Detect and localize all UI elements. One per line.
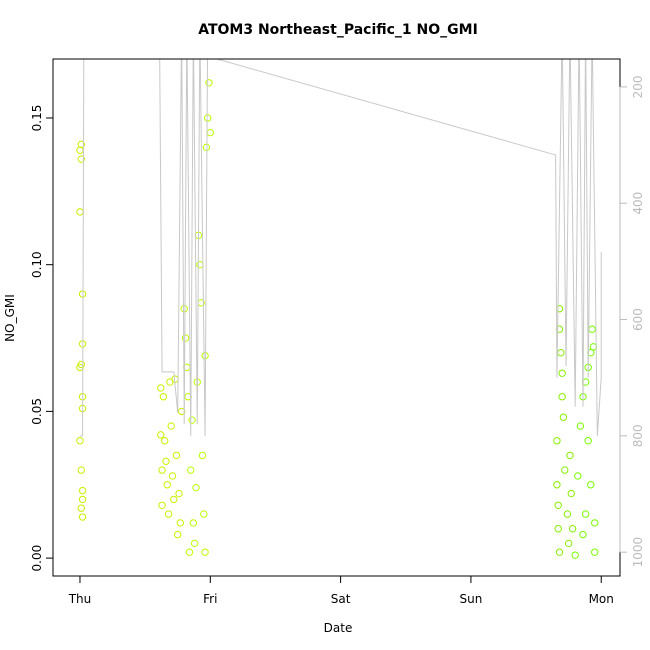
data-point <box>192 483 200 492</box>
data-point <box>571 551 579 559</box>
data-point <box>187 466 195 474</box>
data-point <box>553 437 561 445</box>
data-point <box>564 539 573 548</box>
plot-area <box>76 59 602 559</box>
data-point <box>574 472 582 480</box>
data-point <box>591 548 599 556</box>
data-point <box>157 431 165 439</box>
data-point <box>157 384 165 392</box>
y2-tick-label: 1000 <box>631 537 645 568</box>
data-point <box>188 416 196 424</box>
data-point <box>202 143 211 152</box>
data-point <box>174 530 182 539</box>
x-tick-label: Sun <box>460 592 483 606</box>
data-point <box>168 472 177 480</box>
y2-tick-label: 600 <box>631 308 645 331</box>
data-point <box>200 510 208 518</box>
y-tick-label: 0.05 <box>30 398 44 425</box>
x-axis-label: Date <box>324 621 353 635</box>
data-point <box>584 437 592 445</box>
x-tick-label: Thu <box>68 592 92 606</box>
data-point <box>558 369 566 377</box>
data-point <box>180 304 188 313</box>
data-point <box>561 466 569 474</box>
data-point <box>175 489 183 498</box>
data-point <box>554 501 562 509</box>
data-point <box>568 525 577 533</box>
data-point <box>185 548 194 556</box>
data-point <box>567 489 575 498</box>
y2-tick-label: 400 <box>631 192 645 215</box>
data-point <box>170 495 178 504</box>
data-point <box>558 393 566 401</box>
data-point <box>160 437 169 445</box>
y-axis-label: NO_GMI <box>3 294 17 342</box>
y-tick-label: 0.00 <box>30 545 44 572</box>
data-point <box>78 495 87 504</box>
data-point <box>559 413 568 421</box>
data-point <box>553 481 561 489</box>
data-point <box>177 407 186 416</box>
data-point <box>158 466 166 474</box>
data-point <box>563 510 572 518</box>
data-point <box>77 155 85 163</box>
data-point <box>555 548 564 556</box>
x-tick-label: Mon <box>589 592 614 606</box>
data-point <box>164 510 173 518</box>
data-point <box>587 481 595 489</box>
data-point <box>162 457 170 465</box>
data-point <box>198 451 207 460</box>
data-point <box>159 393 168 401</box>
data-point <box>576 422 585 430</box>
data-point <box>76 437 84 445</box>
data-point <box>203 114 212 122</box>
data-point <box>190 539 199 548</box>
data-point <box>163 481 171 489</box>
data-point <box>181 334 190 342</box>
data-point <box>591 519 599 527</box>
data-point <box>201 548 209 556</box>
data-point <box>205 79 213 87</box>
data-point <box>189 519 198 527</box>
data-point <box>176 519 185 527</box>
y2-tick-label: 200 <box>631 75 645 98</box>
data-point <box>581 510 590 518</box>
y-tick-label: 0.10 <box>30 251 44 278</box>
y-tick-label: 0.15 <box>30 105 44 132</box>
data-point <box>566 451 574 460</box>
x-tick-label: Fri <box>203 592 217 606</box>
data-point <box>579 530 587 539</box>
data-point <box>77 504 85 512</box>
data-point <box>78 486 87 495</box>
data-point <box>77 466 85 474</box>
data-point <box>167 422 175 430</box>
chart-title: ATOM3 Northeast_Pacific_1 NO_GMI <box>198 22 478 38</box>
data-point <box>158 501 166 509</box>
data-point <box>172 451 181 460</box>
data-point <box>78 513 87 521</box>
y2-tick-label: 800 <box>631 424 645 447</box>
data-point <box>554 525 562 533</box>
pressure-line <box>79 59 602 437</box>
x-tick-label: Sat <box>331 592 351 606</box>
